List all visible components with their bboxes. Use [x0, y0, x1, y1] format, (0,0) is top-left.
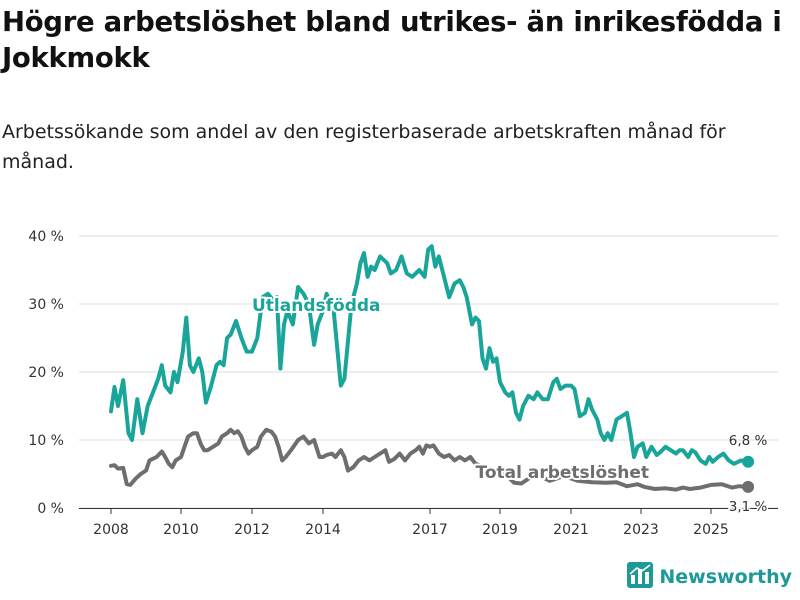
- x-tick-label: 2023: [623, 522, 659, 538]
- chart-subtitle: Arbetssökande som andel av den registerb…: [2, 121, 726, 173]
- y-tick-label: 0 %: [37, 501, 64, 517]
- series-line-total: [109, 427, 751, 492]
- series-label-utlandsfodda: Utlandsfödda: [252, 296, 381, 316]
- end-point-total: [742, 480, 755, 493]
- x-tick-label: 2021: [553, 522, 589, 538]
- series-label-halo: Utlandsfödda: [252, 296, 381, 316]
- chart-title: Högre arbetslöshet bland utrikes- än inr…: [2, 6, 782, 74]
- brand-name: Newsworthy: [659, 566, 792, 588]
- y-tick-label: 10 %: [28, 433, 64, 449]
- end-point-utlandsfodda: [742, 455, 755, 468]
- end-value-total-halo: 3,1 %: [729, 499, 768, 515]
- series-line-utlandsfodda: [109, 244, 751, 466]
- bar-chart-logo-icon: [627, 562, 654, 592]
- x-tick-label: 2014: [305, 522, 341, 538]
- x-tick-label: 2008: [93, 522, 129, 538]
- x-tick-label: 2012: [234, 522, 270, 538]
- end-value-utlandsfodda: 6,8 %: [729, 433, 768, 449]
- x-tick-label: 2010: [163, 522, 199, 538]
- x-tick-label: 2019: [482, 522, 518, 538]
- brand-logo: Newsworthy: [627, 562, 792, 592]
- series-label-halo: Total arbetslöshet: [476, 463, 650, 483]
- y-tick-label: 20 %: [28, 365, 64, 381]
- x-tick-label: 2017: [412, 522, 448, 538]
- y-tick-label: 40 %: [28, 229, 64, 245]
- end-value-total: 3,1 %: [729, 499, 768, 515]
- x-tick-label: 2025: [693, 522, 729, 538]
- series-label-total: Total arbetslöshet: [476, 463, 650, 483]
- y-tick-label: 30 %: [28, 297, 64, 313]
